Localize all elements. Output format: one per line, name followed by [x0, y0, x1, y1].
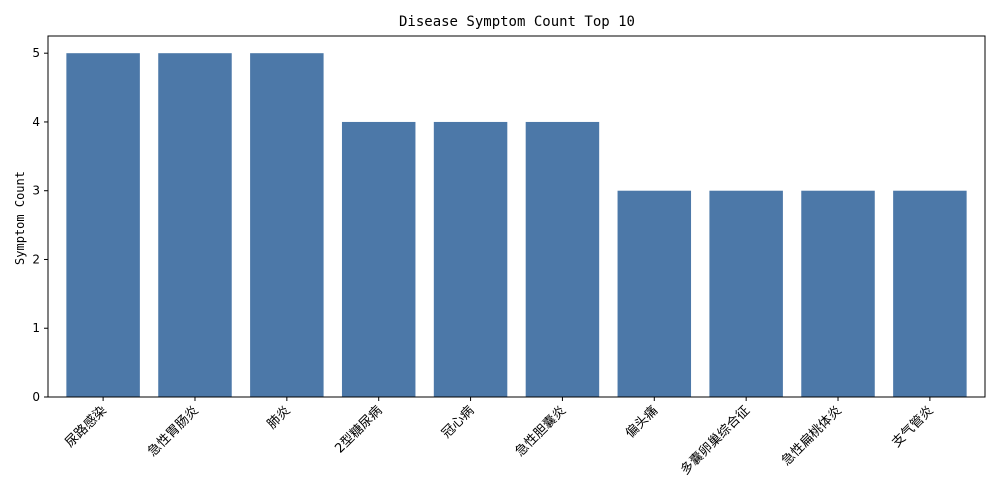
y-tick-label: 2	[32, 252, 40, 266]
y-tick-label: 3	[32, 184, 40, 198]
x-tick-label: 急性扁桃体炎	[779, 403, 845, 469]
bar-7	[709, 190, 783, 397]
bar-1	[158, 53, 232, 397]
bar-6	[617, 190, 692, 397]
bar-5	[525, 121, 600, 397]
plot-area: 0 1 2 3 4 5 尿路感染 急性胃肠炎 肺炎 2型糖尿病 冠心病 急性胆囊炎 偏头痛 多囊卵巢综合征…	[32, 35, 986, 479]
y-tick-label: 1	[32, 321, 40, 335]
bar-2	[250, 53, 324, 397]
chart-title: Disease Symptom Count Top 10	[399, 14, 635, 30]
x-tick-label: 多囊卵巢综合征	[677, 403, 753, 479]
bar-3	[341, 121, 416, 397]
bar-4	[433, 121, 508, 397]
bar-0	[66, 53, 140, 397]
x-tick-label: 支气管炎	[889, 403, 937, 451]
x-tick-label: 急性胃肠炎	[145, 403, 202, 460]
x-tick-label: 尿路感染	[62, 403, 110, 451]
y-tick-label: 4	[32, 115, 40, 129]
x-tick-label: 急性胆囊炎	[512, 403, 569, 460]
bar-8	[801, 190, 875, 397]
y-axis-label: Symptom Count	[13, 171, 27, 265]
bar-9	[893, 190, 967, 397]
y-tick-label: 0	[32, 390, 40, 404]
y-tick-label: 5	[32, 46, 40, 60]
x-tick-label: 冠心病	[439, 403, 477, 441]
x-tick-label: 2型糖尿病	[332, 403, 386, 457]
x-tick-label: 偏头痛	[622, 403, 661, 442]
x-tick-label: 肺炎	[265, 403, 294, 432]
plot-frame	[47, 35, 986, 398]
